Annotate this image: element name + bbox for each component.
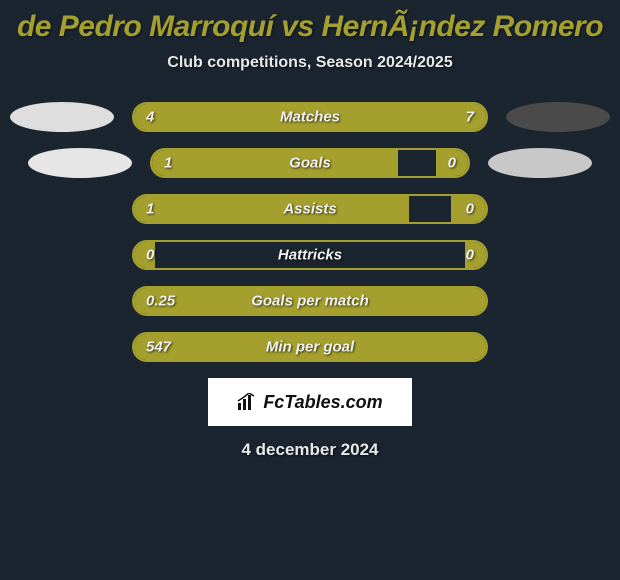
stat-value-left: 547 (146, 339, 171, 356)
stat-row: 547 Min per goal (10, 332, 610, 362)
stat-label: Goals per match (251, 293, 369, 310)
stat-bar: 0.25 Goals per match (132, 286, 488, 316)
stat-label: Matches (280, 109, 340, 126)
stat-value-left: 0 (146, 247, 154, 264)
stat-bar: 547 Min per goal (132, 332, 488, 362)
stat-value-left: 1 (164, 155, 172, 172)
stat-value-left: 1 (146, 201, 154, 218)
comparison-title: de Pedro Marroquí vs HernÃ¡ndez Romero (0, 0, 620, 48)
bar-fill-left (134, 196, 409, 222)
logo-text: FcTables.com (237, 392, 382, 413)
stat-label: Hattricks (278, 247, 342, 264)
stat-label: Goals (289, 155, 331, 172)
stat-label: Assists (283, 201, 336, 218)
chart-bars-icon (237, 393, 259, 411)
stat-bar: 4 7 Matches (132, 102, 488, 132)
stat-row: 1 0 Assists (10, 194, 610, 224)
stat-bar: 1 0 Goals (150, 148, 470, 178)
stat-row: 4 7 Matches (10, 102, 610, 132)
source-logo: FcTables.com (208, 378, 412, 426)
bar-fill-left (152, 150, 398, 176)
stat-row: 0.25 Goals per match (10, 286, 610, 316)
stat-value-right: 7 (466, 109, 474, 126)
player-left-marker (10, 102, 114, 132)
stat-bar: 0 0 Hattricks (132, 240, 488, 270)
stat-label: Min per goal (266, 339, 354, 356)
stats-chart: 4 7 Matches 1 0 Goals 1 0 Assists 0 0 Hattricks 0.25… (0, 102, 620, 362)
stat-value-left: 0.25 (146, 293, 175, 310)
player-right-marker (488, 148, 592, 178)
snapshot-date: 4 december 2024 (0, 440, 620, 460)
player-left-marker (28, 148, 132, 178)
comparison-subtitle: Club competitions, Season 2024/2025 (0, 54, 620, 72)
stat-row: 0 0 Hattricks (10, 240, 610, 270)
logo-label: FcTables.com (263, 392, 382, 413)
stat-value-right: 0 (466, 201, 474, 218)
player-right-marker (506, 102, 610, 132)
stat-value-right: 0 (448, 155, 456, 172)
stat-value-left: 4 (146, 109, 154, 126)
stat-bar: 1 0 Assists (132, 194, 488, 224)
stat-value-right: 0 (466, 247, 474, 264)
stat-row: 1 0 Goals (10, 148, 610, 178)
